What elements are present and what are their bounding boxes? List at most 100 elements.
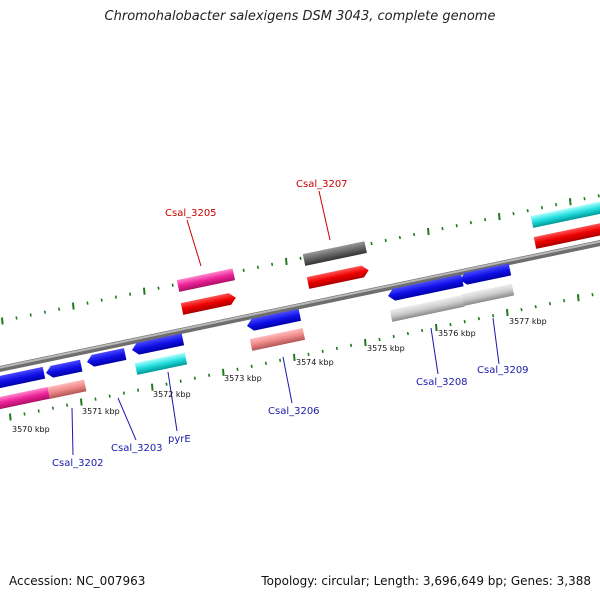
gene-feature-csal-3205-cog[interactable] <box>176 268 236 292</box>
kbp-label-3576: 3576 kbp <box>438 329 476 338</box>
kbp-label-3575: 3575 kbp <box>367 344 405 353</box>
minor-tick <box>441 226 444 231</box>
gene-feature-csal-3202-cog[interactable] <box>47 379 87 399</box>
gene-arrow-edge[interactable] <box>533 221 600 249</box>
minor-tick <box>370 241 373 246</box>
minor-tick <box>299 256 302 261</box>
leader-line-csal-3208 <box>430 327 439 375</box>
leader-line-csal-3207 <box>318 190 331 241</box>
minor-tick <box>321 349 324 354</box>
gene-label-csal-3202[interactable]: Csal_3202 <box>52 458 104 469</box>
minor-tick <box>534 305 537 309</box>
minor-tick <box>279 358 282 362</box>
leader-line-csal-3202 <box>71 407 74 456</box>
minor-tick <box>193 376 196 380</box>
gene-label-csal-3208[interactable]: Csal_3208 <box>416 377 468 388</box>
minor-tick <box>421 328 424 333</box>
minor-tick <box>94 397 97 401</box>
minor-tick <box>242 268 245 272</box>
gene-feature-csal-3206-cog[interactable] <box>249 328 306 351</box>
minor-tick <box>250 364 253 368</box>
gene-arrow-csal-3206[interactable] <box>246 309 302 332</box>
minor-tick <box>179 379 182 383</box>
lower-tick-track <box>9 293 594 421</box>
gene-arrow-csal-3203[interactable] <box>86 348 127 368</box>
minor-tick <box>37 409 40 413</box>
major-tick <box>151 383 154 391</box>
minor-tick <box>171 283 174 287</box>
gene-feature-left-edge-cog[interactable] <box>0 386 51 410</box>
gene-feature-csal-3208-cog[interactable] <box>389 294 465 322</box>
gene-arrow-pyre[interactable] <box>131 333 185 355</box>
gene-label-csal-3206[interactable]: Csal_3206 <box>268 406 320 417</box>
minor-tick <box>165 382 168 386</box>
minor-tick <box>108 394 111 398</box>
gene-label-csal-3209[interactable]: Csal_3209 <box>477 365 529 376</box>
kbp-label-3574: 3574 kbp <box>296 358 334 367</box>
minor-tick <box>23 412 26 416</box>
gene-label-csal-3203[interactable]: Csal_3203 <box>111 443 163 454</box>
minor-tick <box>492 313 495 318</box>
minor-tick <box>484 217 487 222</box>
minor-tick <box>129 292 132 296</box>
minor-tick <box>583 197 586 201</box>
major-tick <box>577 294 580 302</box>
minor-tick <box>122 391 125 395</box>
minor-tick <box>591 293 594 297</box>
genome-backbone-highlight <box>0 240 600 369</box>
minor-tick <box>392 334 395 339</box>
minor-tick <box>307 352 310 357</box>
minor-tick <box>86 301 89 305</box>
minor-tick <box>51 406 54 410</box>
leader-line-csal-3209 <box>492 317 500 365</box>
kbp-label-3572: 3572 kbp <box>153 390 191 399</box>
minor-tick <box>597 194 600 198</box>
minor-tick <box>406 331 409 336</box>
minor-tick <box>384 238 387 243</box>
major-tick <box>293 353 296 361</box>
minor-tick <box>413 232 416 237</box>
minor-tick <box>398 235 401 240</box>
gene-arrow-csal-3207[interactable] <box>306 264 370 289</box>
minor-tick <box>463 319 466 324</box>
minor-tick <box>15 316 18 320</box>
minor-tick <box>100 298 103 302</box>
leader-line-csal-3203 <box>117 397 137 441</box>
genome-summary-text: Topology: circular; Length: 3,696,649 bp… <box>261 574 591 588</box>
major-tick <box>569 198 572 206</box>
minor-tick <box>208 373 211 377</box>
gene-feature-edge-cog[interactable] <box>530 199 600 228</box>
minor-tick <box>540 206 543 210</box>
major-tick <box>72 302 75 310</box>
major-tick <box>1 317 4 325</box>
major-tick <box>506 309 509 317</box>
leader-line-csal-3205 <box>186 219 202 267</box>
gene-feature-csal-3209-cog[interactable] <box>461 283 515 306</box>
gene-arrow-csal-3205[interactable] <box>180 292 237 315</box>
major-tick <box>80 398 83 406</box>
gene-label-csal-3205[interactable]: Csal_3205 <box>165 208 217 219</box>
accession-text: Accession: NC_007963 <box>9 574 146 588</box>
minor-tick <box>271 262 274 266</box>
minor-tick <box>469 220 472 225</box>
gene-arrow-csal-3208[interactable] <box>387 274 464 302</box>
gene-arrow-left-edge[interactable] <box>0 366 46 389</box>
minor-tick <box>236 367 239 371</box>
gene-feature-pyre-cog[interactable] <box>134 352 188 375</box>
gene-label-pyre[interactable]: pyrE <box>168 434 191 445</box>
minor-tick <box>29 313 32 317</box>
leader-line-csal-3206 <box>282 356 293 404</box>
minor-tick <box>335 346 338 351</box>
gene-arrow-csal-3202[interactable] <box>45 359 83 379</box>
gene-arrow-csal-3209[interactable] <box>459 263 512 286</box>
major-tick <box>427 227 430 236</box>
minor-tick <box>555 203 558 207</box>
kbp-label-3571: 3571 kbp <box>82 407 120 416</box>
minor-tick <box>563 299 566 303</box>
major-tick <box>9 413 12 421</box>
minor-tick <box>520 307 523 312</box>
minor-tick <box>43 310 46 314</box>
gene-label-csal-3207[interactable]: Csal_3207 <box>296 179 348 190</box>
gene-feature-csal-3207-cog[interactable] <box>302 241 367 266</box>
